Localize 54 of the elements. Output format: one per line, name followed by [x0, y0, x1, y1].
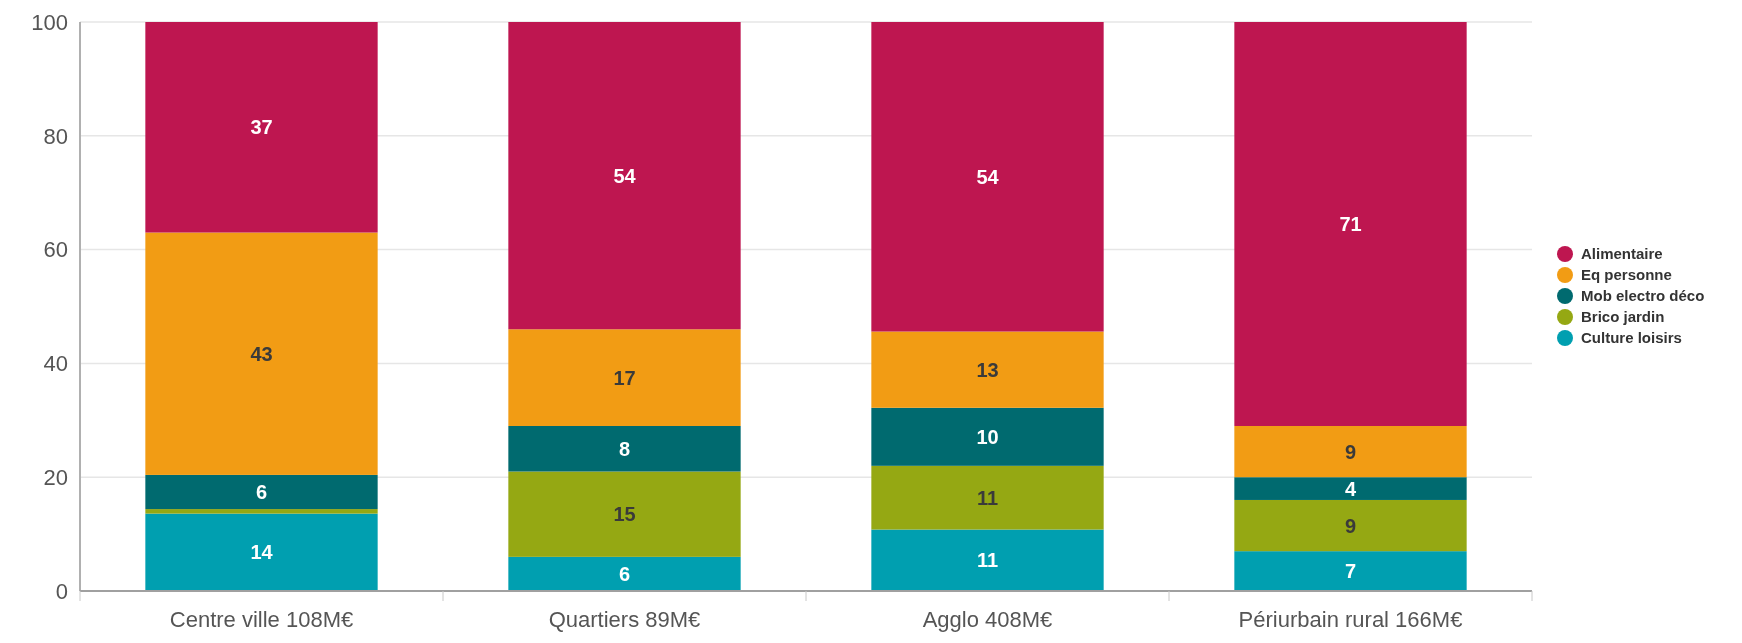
data-label: 17: [613, 366, 636, 389]
data-label: 7: [1344, 560, 1357, 583]
data-label: 6: [255, 480, 268, 503]
bar: [871, 529, 1104, 591]
bar: [508, 329, 741, 426]
x-tick-label: Périurbain rural 166M€: [1238, 607, 1463, 632]
data-label: 54: [613, 164, 637, 187]
y-tick-label: 80: [43, 123, 68, 149]
legend-label: Alimentaire: [1581, 245, 1663, 263]
data-label: 15: [613, 503, 636, 526]
data-label: 9: [1344, 440, 1357, 463]
bar: [1234, 551, 1467, 591]
y-tick-label: 20: [43, 464, 68, 490]
data-label: 4: [1344, 477, 1357, 500]
bar: [1234, 477, 1467, 500]
legend-label: Mob electro déco: [1581, 287, 1705, 305]
bar: [871, 407, 1104, 466]
bar: [145, 513, 378, 591]
legend-label: Culture loisirs: [1581, 329, 1682, 347]
legend-label: Eq personne: [1581, 266, 1672, 284]
bar: [508, 22, 741, 330]
data-label: 14: [250, 541, 274, 564]
bar: [871, 465, 1104, 530]
bar: [871, 331, 1104, 408]
y-tick-label: 0: [55, 578, 68, 604]
bar: [1234, 22, 1467, 426]
data-label: 13: [976, 358, 999, 381]
bar: [508, 556, 741, 591]
bar: [145, 232, 378, 475]
bar: [145, 509, 378, 514]
data-label: 11: [976, 486, 999, 509]
data-label: 9: [1344, 514, 1357, 537]
y-tick-label: 100: [31, 9, 68, 35]
data-label: 6: [618, 562, 631, 585]
y-tick-label: 40: [43, 351, 68, 377]
bar: [1234, 425, 1467, 478]
data-label: 10: [976, 425, 999, 448]
bar: [145, 474, 378, 510]
x-tick-label: Quartiers 89M€: [548, 607, 701, 632]
bar: [1234, 499, 1467, 552]
bar: [508, 471, 741, 557]
data-label: 11: [976, 549, 999, 572]
bar: [145, 22, 378, 233]
data-label: 37: [250, 116, 273, 139]
legend-label: Brico jardin: [1581, 308, 1665, 326]
y-tick-label: 60: [43, 237, 68, 263]
x-tick-label: Agglo 408M€: [922, 607, 1053, 632]
data-label: 54: [976, 165, 1000, 188]
bar: [871, 22, 1104, 332]
data-label: 71: [1339, 212, 1362, 235]
data-label: 43: [250, 342, 273, 365]
bar: [508, 425, 741, 472]
x-tick-label: Centre ville 108M€: [169, 607, 354, 632]
data-label: 8: [618, 437, 631, 460]
